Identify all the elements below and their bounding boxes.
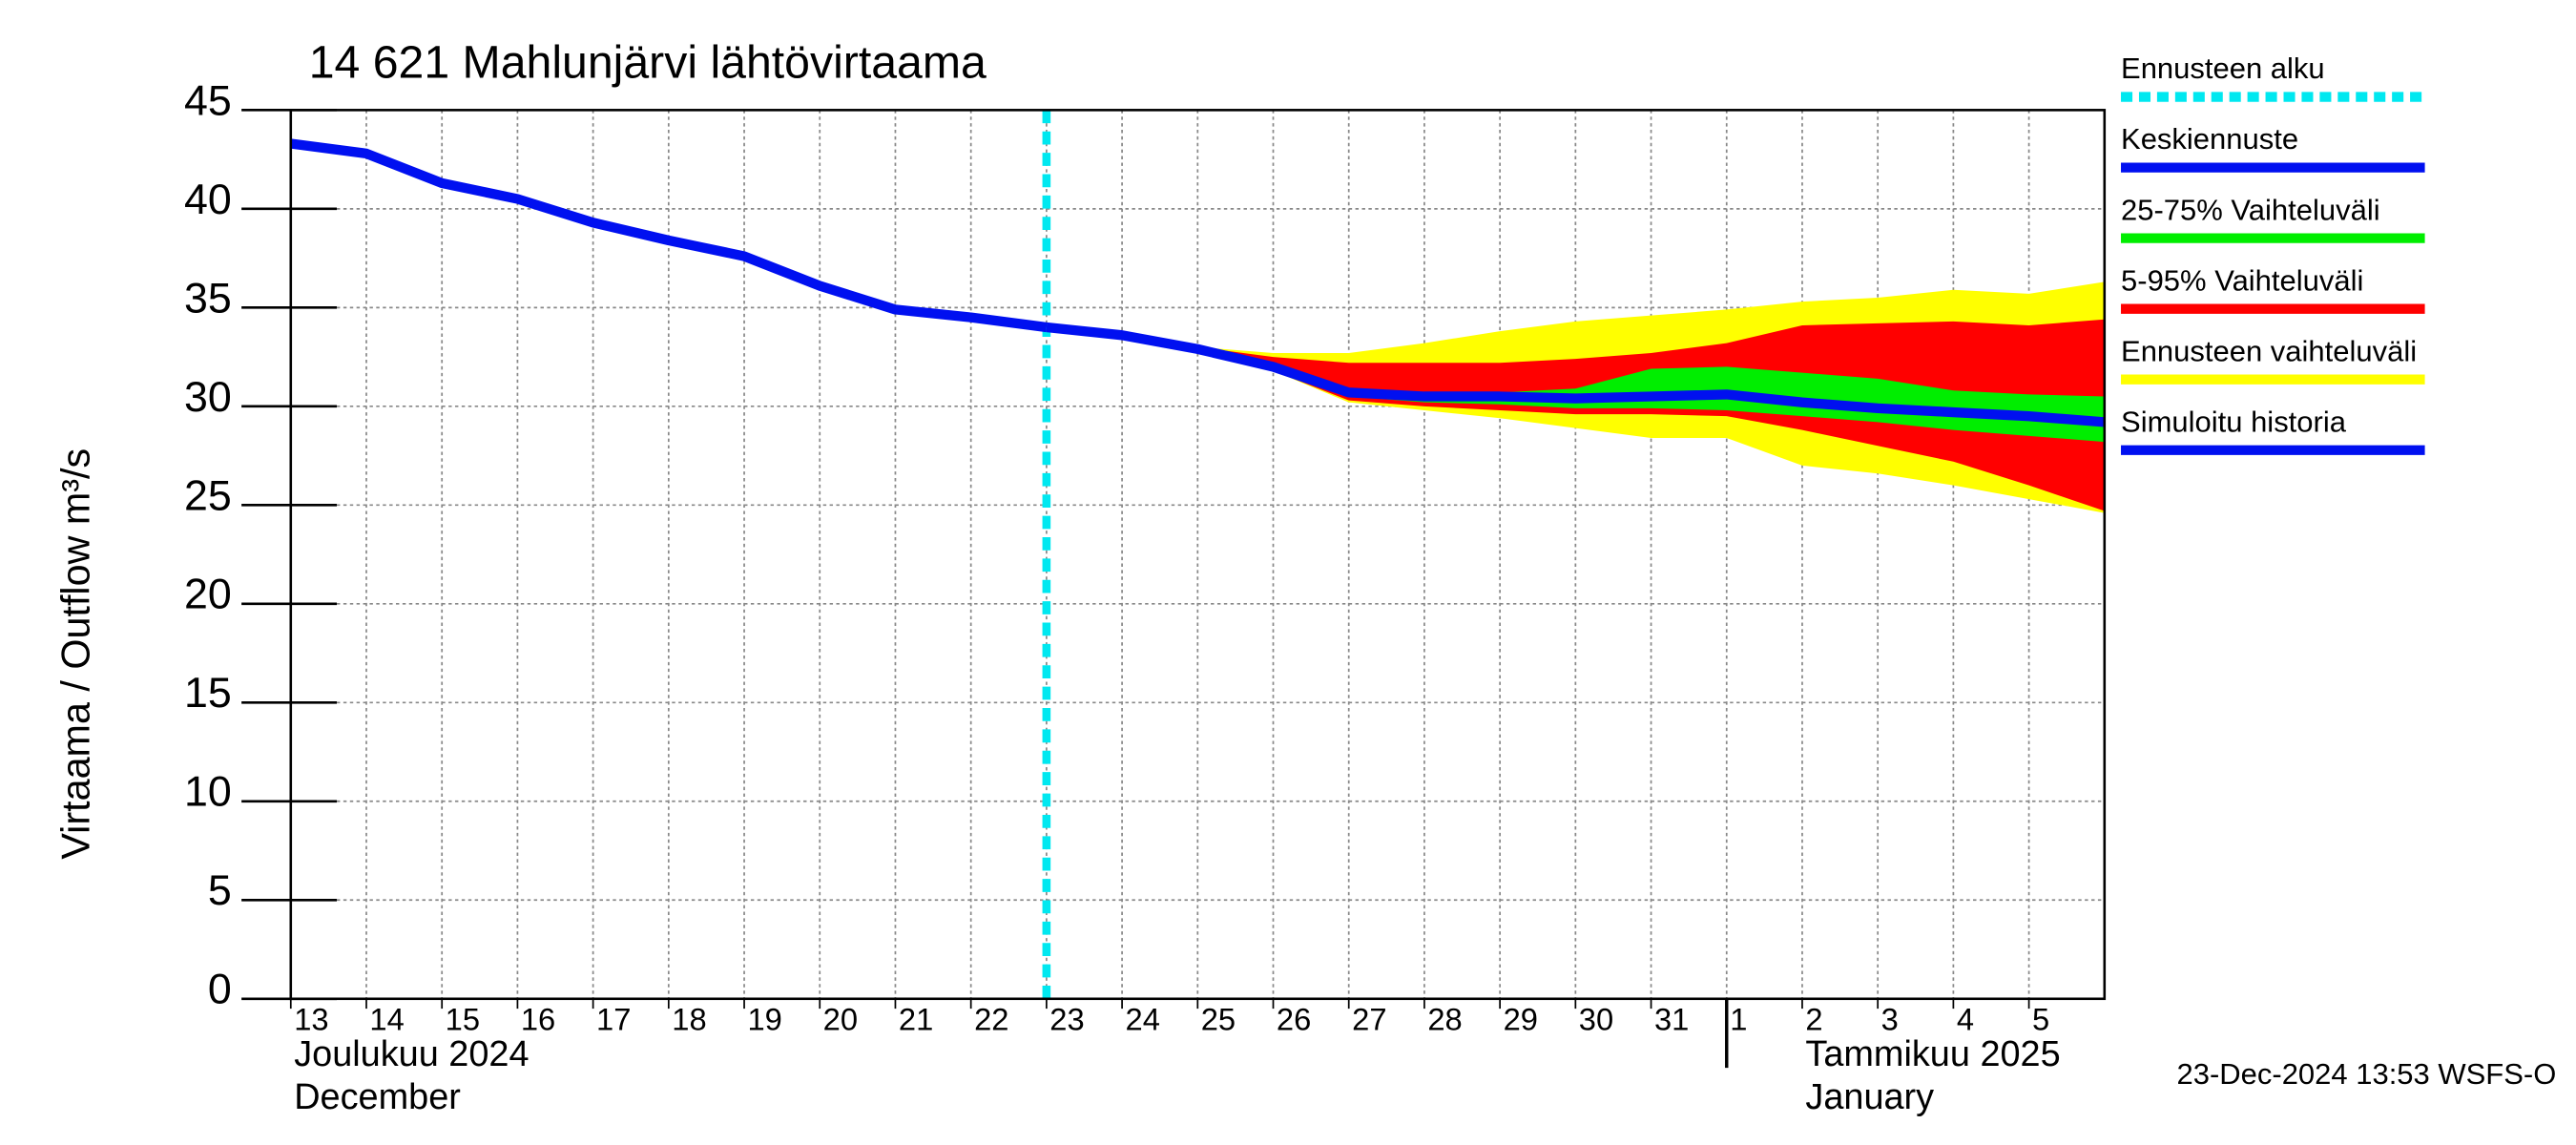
x-tick-label: 28 (1427, 1002, 1462, 1037)
y-tick-label: 20 (184, 571, 232, 618)
y-tick-label: 15 (184, 669, 232, 717)
y-tick-label: 25 (184, 471, 232, 519)
legend-label: Ennusteen vaihteluväli (2121, 334, 2417, 367)
legend-label: Ennusteen alku (2121, 52, 2325, 85)
month-label: Tammikuu 2025 (1805, 1034, 2060, 1074)
plot-area (290, 110, 2105, 999)
y-axis-label: Virtaama / Outflow m³/s (54, 448, 98, 860)
x-tick-label: 27 (1352, 1002, 1386, 1037)
band (1046, 319, 2105, 511)
band (1046, 327, 2105, 443)
x-tick-label: 4 (1957, 1002, 1974, 1037)
month-label: December (294, 1077, 461, 1117)
x-tick-label: 2 (1805, 1002, 1822, 1037)
x-tick-label: 20 (823, 1002, 858, 1037)
y-tick-label: 10 (184, 768, 232, 816)
x-tick-label: 30 (1579, 1002, 1613, 1037)
legend-label: Simuloitu historia (2121, 405, 2347, 438)
plot-frame (289, 109, 2107, 1001)
y-tick-label: 30 (184, 373, 232, 421)
legend-label: Keskiennuste (2121, 122, 2298, 156)
x-tick-label: 25 (1201, 1002, 1236, 1037)
month-label: Joulukuu 2024 (294, 1034, 529, 1074)
x-tick-label: 5 (2032, 1002, 2049, 1037)
x-tick-label: 22 (974, 1002, 1008, 1037)
legend-label: 5-95% Vaihteluväli (2121, 263, 2363, 297)
y-tick-label: 0 (208, 966, 232, 1013)
legend-label: 25-75% Vaihteluväli (2121, 193, 2380, 226)
x-tick-label: 1 (1730, 1002, 1747, 1037)
y-tick-label: 5 (208, 866, 232, 914)
x-tick-label: 16 (521, 1002, 555, 1037)
x-tick-label: 24 (1126, 1002, 1160, 1037)
month-label: January (1805, 1077, 1934, 1117)
x-tick-label: 29 (1504, 1002, 1538, 1037)
y-tick-label: 45 (184, 76, 232, 124)
x-tick-label: 18 (672, 1002, 706, 1037)
line (1046, 322, 2106, 427)
x-tick-label: 23 (1049, 1002, 1084, 1037)
x-tick-label: 26 (1277, 1002, 1311, 1037)
x-tick-label: 21 (899, 1002, 933, 1037)
y-tick-label: 40 (184, 176, 232, 223)
x-tick-label: 17 (596, 1002, 631, 1037)
x-tick-label: 3 (1881, 1002, 1899, 1037)
x-tick-label: 15 (446, 1002, 480, 1037)
x-tick-label: 14 (369, 1002, 404, 1037)
chart-title: 14 621 Mahlunjärvi lähtövirtaama (309, 37, 987, 89)
x-tick-label: 13 (294, 1002, 328, 1037)
y-tick-label: 35 (184, 274, 232, 322)
x-tick-label: 19 (747, 1002, 781, 1037)
x-tick-label: 31 (1654, 1002, 1689, 1037)
footer: 23-Dec-2024 13:53 WSFS-O (2176, 1057, 2556, 1091)
line (290, 138, 1048, 333)
